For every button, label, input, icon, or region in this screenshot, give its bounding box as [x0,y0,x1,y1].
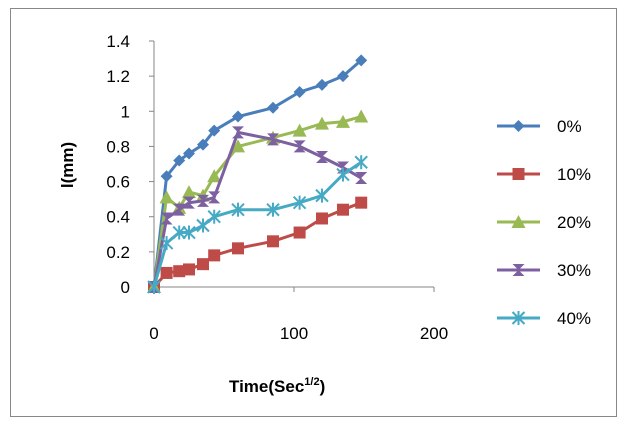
series-10pct-point [337,203,349,216]
x-axis-title: Time(Sec1/2) [229,376,325,396]
series-0pct-point [208,124,221,137]
series-10pct-point [197,258,209,271]
legend-label: 20% [557,213,591,232]
series-0pct-point [267,101,279,114]
series-0pct [148,54,368,293]
series-10pct-point [316,212,328,225]
chart-frame [10,8,617,417]
series-20pct-point [182,185,196,199]
legend-label: 40% [557,309,591,328]
series-0pct-point [337,70,349,83]
x-axis-title-superscript: 1/2 [304,376,319,388]
x-axis-title-main: Time(Sec [229,377,304,396]
series-20pct-point [315,116,329,130]
legend-entry-10pct: 10% [497,165,591,184]
series-10pct-point [160,266,173,279]
series-30pct-line [152,130,362,288]
x-tick-label: 100 [280,324,308,343]
legend-marker [511,215,526,228]
series-40pct-point [182,225,196,240]
legend-marker [512,168,525,180]
legend-label: 0% [557,117,582,136]
series-30pct-point [173,203,186,216]
series-20pct-point [231,139,245,153]
y-tick-label: 0.6 [106,173,130,192]
legend-label: 10% [557,165,591,184]
series-0pct-point [293,85,306,98]
series-0pct-point [197,138,209,151]
series-40pct-point [292,195,307,210]
series-40pct-point [207,209,221,224]
legend-entry-0pct: 0% [497,117,582,136]
series-20pct-point [292,123,307,137]
series-20pct-point [159,190,174,204]
series-40pct-point [354,155,368,170]
series-40pct-point [147,280,161,294]
series-30pct-point [232,126,244,139]
x-axis-title-close: ) [320,377,326,396]
series-30pct-point [355,172,368,185]
series-40pct [147,155,368,294]
series-40pct-point [196,218,210,233]
series-0pct-point [160,170,173,183]
series-10pct [148,196,368,293]
series-30pct-point [183,196,195,209]
series-40pct-point [159,236,174,251]
y-tick-label: 0.2 [106,243,130,262]
series-10pct-point [183,263,195,276]
y-tick-labels: 0 0.2 0.4 0.6 0.8 1 1.2 1.4 [106,32,130,297]
series-0pct-point [316,78,328,91]
y-axis-title: l(mm) [58,142,77,188]
x-tick-label: 0 [149,324,158,343]
y-tick-label: 1.2 [106,67,130,86]
series-0pct-line [152,59,363,288]
series-0pct-point [173,154,186,167]
series-30pct-point [267,133,279,146]
legend-marker [511,311,526,325]
axes [149,40,435,292]
y-tick-label: 0.8 [106,137,130,156]
series-30pct-point [316,150,328,163]
y-tick-label: 0 [121,278,130,297]
y-tick-label: 1.4 [106,32,130,51]
series-20pct-point [354,109,369,123]
x-tick-labels: 0 100 200 [149,324,448,343]
y-tick-label: 0.4 [106,208,130,227]
series-40pct-point [172,225,186,240]
series-10pct-point [267,235,279,248]
legend-label: 30% [557,261,591,280]
series-40pct-point [336,167,350,182]
legend: 0% 10% 20% 30% 40% [497,117,591,328]
series-layer [147,54,369,294]
legend-entry-20pct: 20% [497,213,591,232]
series-0pct-point [232,110,244,123]
series-40pct-point [315,188,329,203]
x-tick-label: 200 [420,324,448,343]
series-30pct-point [197,194,209,207]
legend-entry-40pct: 40% [497,309,591,328]
series-20pct-point [336,114,350,128]
series-30pct-point [160,212,173,225]
series-10pct-point [232,242,244,255]
y-tick-label: 1 [121,102,130,121]
series-0pct-point [355,54,368,67]
series-10pct-point [173,265,186,278]
series-40pct-point [266,202,280,217]
series-10pct-point [355,196,368,209]
series-20pct-point [207,169,222,183]
legend-entry-30pct: 30% [497,261,591,280]
series-10pct-point [293,226,306,239]
legend-marker [512,120,525,132]
series-20pct-line [152,115,362,288]
series-0pct-point [183,147,195,160]
series-30pct-point [293,140,306,153]
legend-marker [512,264,525,276]
series-10pct-point [208,249,221,262]
series-30pct-point [208,191,221,204]
series-40pct-point [231,202,245,217]
